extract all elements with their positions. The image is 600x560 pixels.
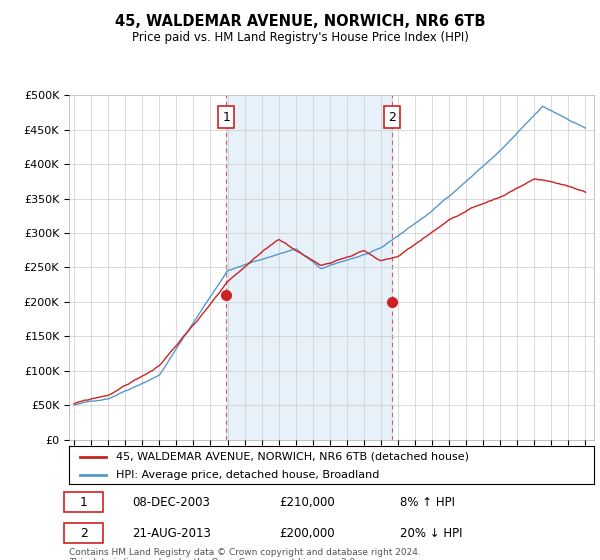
Text: £200,000: £200,000 [279,526,335,540]
Text: 2: 2 [80,526,88,540]
Text: £210,000: £210,000 [279,496,335,509]
Text: 45, WALDEMAR AVENUE, NORWICH, NR6 6TB: 45, WALDEMAR AVENUE, NORWICH, NR6 6TB [115,14,485,29]
Text: 08-DEC-2003: 08-DEC-2003 [132,496,210,509]
Bar [226,95,392,440]
Text: 20% ↓ HPI: 20% ↓ HPI [400,526,462,540]
Text: 1: 1 [80,496,88,509]
Text: 8% ↑ HPI: 8% ↑ HPI [400,496,455,509]
FancyBboxPatch shape [64,492,103,512]
Text: HPI: Average price, detached house, Broadland: HPI: Average price, detached house, Broa… [116,470,380,480]
Text: 1: 1 [222,111,230,124]
Text: 45, WALDEMAR AVENUE, NORWICH, NR6 6TB (detached house): 45, WALDEMAR AVENUE, NORWICH, NR6 6TB (d… [116,451,469,461]
Text: 21-AUG-2013: 21-AUG-2013 [132,526,211,540]
Text: 2: 2 [388,111,396,124]
FancyBboxPatch shape [64,523,103,543]
Text: Contains HM Land Registry data © Crown copyright and database right 2024.
This d: Contains HM Land Registry data © Crown c… [69,548,421,560]
Text: Price paid vs. HM Land Registry's House Price Index (HPI): Price paid vs. HM Land Registry's House … [131,31,469,44]
